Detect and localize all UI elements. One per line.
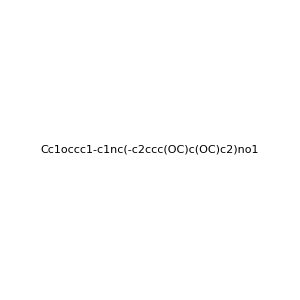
Text: Cc1occc1-c1nc(-c2ccc(OC)c(OC)c2)no1: Cc1occc1-c1nc(-c2ccc(OC)c(OC)c2)no1	[41, 145, 259, 155]
